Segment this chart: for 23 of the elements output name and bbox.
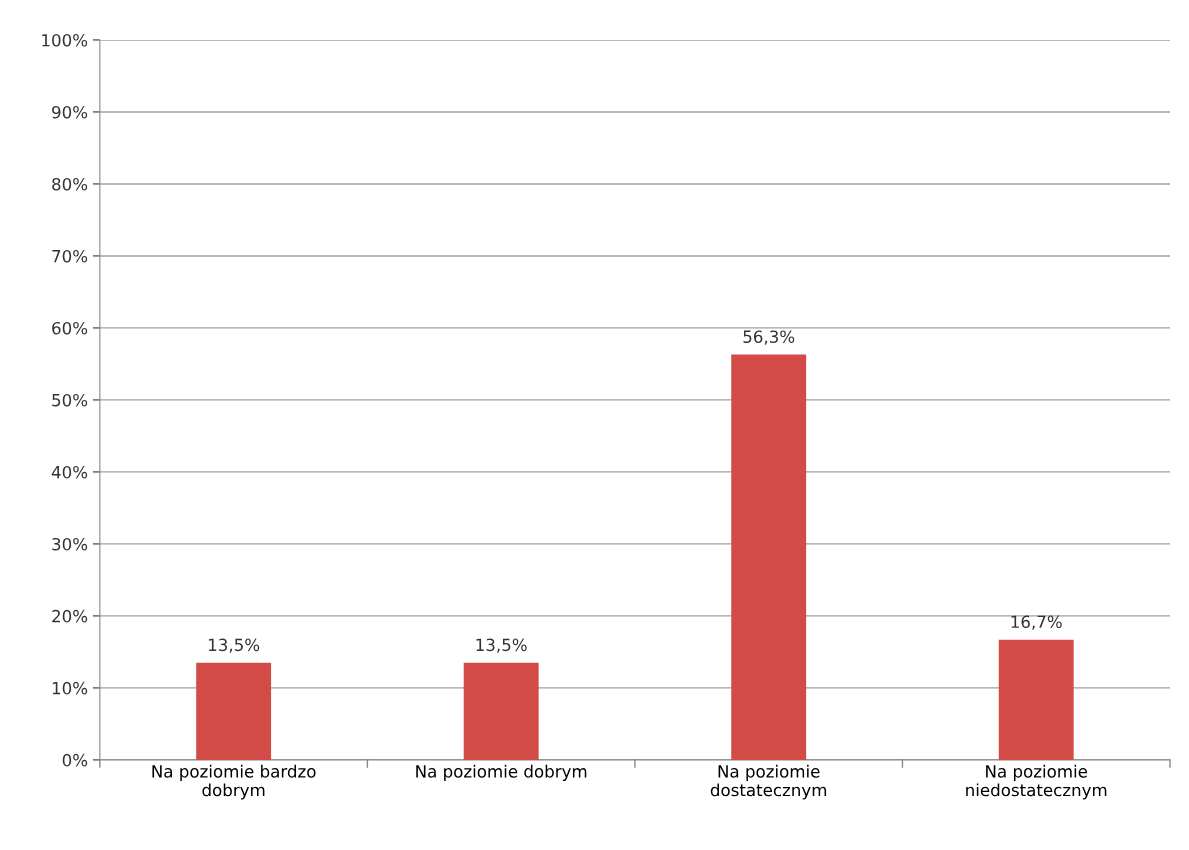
data-label: 13,5% (209, 638, 260, 653)
y-tick-label: 80% (52, 177, 88, 191)
y-tick-label: 60% (52, 321, 88, 335)
y-tick-label: 20% (52, 609, 88, 623)
y-tick-label: 10% (52, 681, 88, 695)
bar (463, 662, 539, 760)
x-tick-label: Na poziomie dostatecznym (710, 764, 827, 800)
x-tick-label: Na poziomie niedostatecznym (966, 764, 1107, 800)
data-label: 16,7% (1011, 615, 1062, 630)
y-tick-label: 0% (62, 753, 88, 767)
bar (998, 639, 1074, 760)
bar (731, 354, 807, 760)
x-tick-label: Na poziomie dobrym (416, 764, 587, 781)
y-tick-label: 90% (52, 105, 88, 119)
x-tick-label: Na poziomie bardzo dobrym (152, 764, 316, 800)
y-tick-label: 50% (52, 393, 88, 407)
y-tick-label: 100% (42, 33, 88, 47)
data-label: 13,5% (476, 638, 527, 653)
y-tick-label: 40% (51, 465, 88, 479)
y-tick-label: 30% (52, 537, 88, 551)
bar (196, 662, 272, 760)
data-label: 56,3% (743, 330, 795, 345)
y-tick-label: 70% (52, 249, 88, 263)
